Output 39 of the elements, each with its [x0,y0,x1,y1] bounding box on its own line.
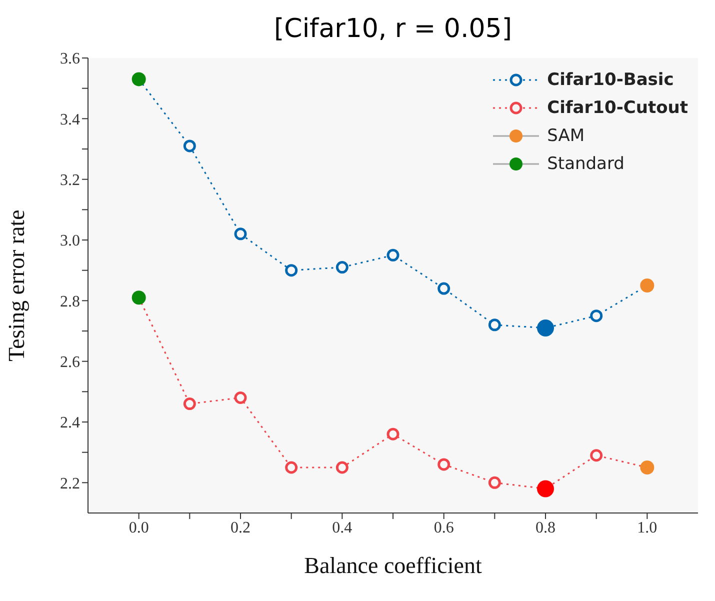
y-tick-label: 3.4 [60,111,80,128]
point [285,461,298,474]
point [234,228,247,240]
x-tick-label: 1.0 [637,519,658,536]
point [183,398,196,410]
x-tick-label: 0.2 [230,519,250,536]
x-tick-label: 0.0 [128,519,149,536]
legend-label: Cifar10-Cutout [547,98,688,118]
y-tick-label: 2.4 [60,414,80,432]
legend-label: Standard [547,154,624,174]
point [590,310,603,322]
point [488,476,501,489]
point [438,282,450,295]
legend-label: SAM [547,126,585,146]
y-tick-label: 3.0 [60,232,80,250]
point [386,248,400,262]
point [234,391,247,404]
y-tick-label: 2.8 [60,293,80,310]
point [537,480,554,498]
legend-label: Cifar10-Basic [547,70,674,90]
chart-title: [Cifar10, r = 0.05] [273,14,513,44]
point [285,264,298,277]
point [336,261,348,274]
point [590,449,603,462]
point [336,461,348,474]
x-tick-label: 0.6 [434,519,454,536]
y-axis-title: Tesing error rate [4,210,30,362]
x-tick-label: 0.4 [332,519,352,536]
y-tick-label: 3.6 [60,50,80,68]
y-tick-label: 2.2 [60,475,80,492]
x-axis-title: Balance coefficient [304,553,482,578]
x-tick-label: 0.8 [536,519,556,536]
point [183,140,196,152]
point [537,319,554,336]
point [488,318,501,332]
point [386,428,400,440]
y-tick-label: 2.6 [60,354,80,372]
point [438,458,450,471]
y-tick-label: 3.2 [60,172,80,190]
